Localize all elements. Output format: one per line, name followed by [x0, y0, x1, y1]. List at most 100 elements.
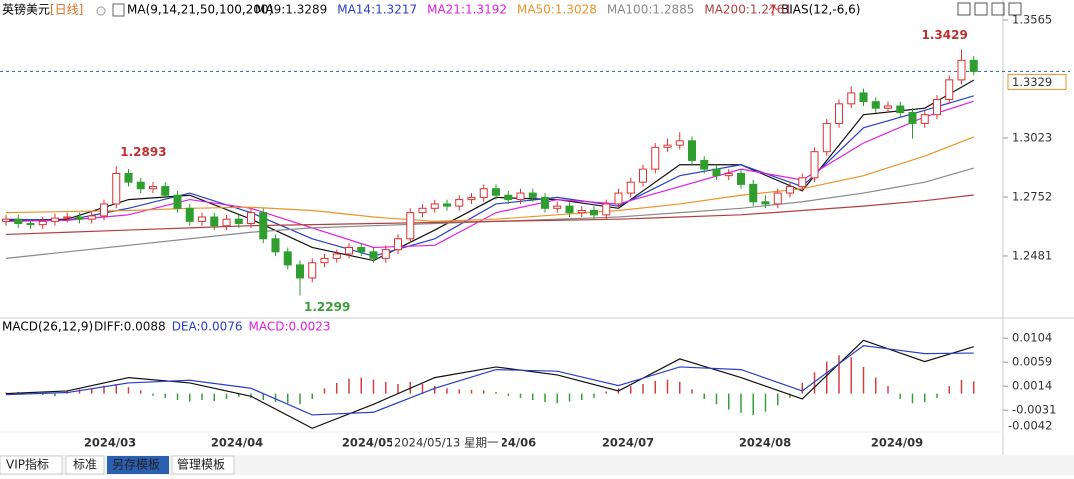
bias-label: BIAS(12,-6,6) — [781, 3, 860, 17]
y-tick-label: 1.2481 — [1012, 248, 1052, 262]
x-tick-label: 2024/09 — [871, 436, 923, 450]
candle-body — [492, 188, 500, 196]
candle-body — [149, 186, 157, 190]
candle-body — [724, 172, 733, 177]
candle-body — [406, 212, 415, 240]
candle-body — [222, 218, 231, 227]
candle-body — [418, 207, 427, 214]
indicator-line — [5, 344, 974, 416]
candle-body — [234, 218, 243, 225]
arrow-icon — [768, 4, 778, 16]
tab-label[interactable]: 另存模板 — [112, 458, 160, 472]
legend-entry: MA14:1.3217 — [337, 3, 417, 17]
ma-label: MA(9,14,21,50,100,200) — [127, 3, 273, 17]
candle-body — [51, 217, 59, 222]
cursor-value: -0.0042 — [1008, 419, 1052, 433]
candle-body — [761, 201, 770, 205]
candle-body — [847, 92, 856, 105]
candle-body — [884, 105, 892, 109]
candle-body — [467, 196, 476, 201]
candle-body — [590, 209, 598, 216]
candle-body — [969, 59, 978, 72]
symbol: 英镑美元 — [2, 2, 50, 17]
candle-body — [822, 122, 831, 153]
candle-body — [700, 159, 709, 170]
candle-body — [859, 92, 868, 103]
candle-body — [210, 216, 219, 227]
tab[interactable] — [171, 455, 235, 475]
candle-body — [63, 216, 72, 219]
legend-entry: MA9:1.3289 — [255, 3, 327, 17]
candle-body — [688, 140, 696, 161]
candle-body — [614, 192, 623, 205]
candle-body — [38, 220, 47, 226]
tab-label[interactable]: 管理模板 — [177, 457, 225, 472]
candle-body — [332, 253, 341, 259]
y-tick-label: 0.0059 — [1012, 355, 1052, 369]
legend-entry: MA100:1.2885 — [607, 3, 695, 17]
cursor-date: 2024/05/13 星期一 — [394, 436, 499, 450]
tab-label[interactable]: VIP指标 — [6, 457, 49, 472]
candle-body — [124, 172, 133, 183]
candle-body — [369, 251, 378, 259]
indicator-line — [5, 100, 974, 249]
price-annotation: 1.2893 — [120, 145, 166, 159]
tab[interactable] — [65, 455, 105, 475]
tab[interactable] — [107, 456, 169, 474]
candle-body — [87, 215, 96, 220]
candle-body — [345, 246, 353, 255]
y-tick-label: 1.3023 — [1012, 130, 1052, 144]
tab-label[interactable]: 标准 — [73, 458, 97, 472]
x-tick-label: 2024/05 — [342, 436, 394, 450]
candle-body — [773, 192, 782, 205]
candle-body — [651, 146, 660, 170]
candle-body — [75, 216, 84, 220]
candle-body — [26, 223, 35, 226]
candle-body — [933, 98, 941, 116]
icon[interactable] — [974, 2, 988, 16]
candle-body — [626, 181, 635, 194]
cursor-date-box — [392, 435, 502, 451]
candle-body — [749, 183, 758, 203]
y-tick-label: -0.0031 — [1012, 403, 1056, 417]
y-tick-label: 1.2752 — [1012, 189, 1052, 203]
window-icons[interactable] — [957, 2, 1022, 16]
icon[interactable] — [991, 2, 1005, 16]
legend-entry: DEA:0.0076 — [172, 320, 243, 334]
candle-body — [443, 203, 451, 207]
candle-body — [247, 212, 255, 225]
macd-title: MACD(26,12,9) — [2, 320, 93, 334]
icon[interactable] — [957, 2, 971, 16]
candle-body — [810, 151, 819, 179]
period[interactable]: [日线] — [50, 3, 83, 17]
candle-body — [602, 203, 611, 216]
candle-body — [675, 140, 684, 146]
candle-body — [357, 246, 366, 253]
ma-icon[interactable] — [112, 3, 125, 17]
candle-body — [320, 257, 329, 264]
settings-icon[interactable] — [96, 6, 106, 16]
candle-body — [577, 209, 586, 214]
candle-body — [173, 194, 182, 209]
candle-body — [479, 188, 488, 198]
candle-body — [296, 264, 304, 279]
x-tick-label: 2024/04 — [211, 436, 263, 450]
tabs[interactable]: VIP指标 标准 另存模板 管理模板 — [0, 455, 1074, 475]
legend-entry: MA50:1.3028 — [517, 3, 597, 17]
legend-entry: MA21:1.3192 — [427, 3, 507, 17]
candle-body — [553, 205, 562, 209]
x-tick-label: 2024/08 — [739, 436, 791, 450]
candle-body — [2, 218, 10, 222]
candle-body — [945, 79, 954, 100]
candle-body — [271, 238, 280, 253]
icon[interactable] — [1008, 2, 1022, 16]
last-price-box — [1007, 73, 1067, 90]
tab[interactable] — [0, 455, 63, 475]
indicator-line — [5, 95, 974, 257]
candle-body — [161, 186, 170, 196]
candle-body — [136, 181, 145, 190]
last-price-label: 1.3329 — [1012, 75, 1052, 89]
candle-body — [920, 114, 929, 124]
candle-body — [957, 59, 966, 81]
